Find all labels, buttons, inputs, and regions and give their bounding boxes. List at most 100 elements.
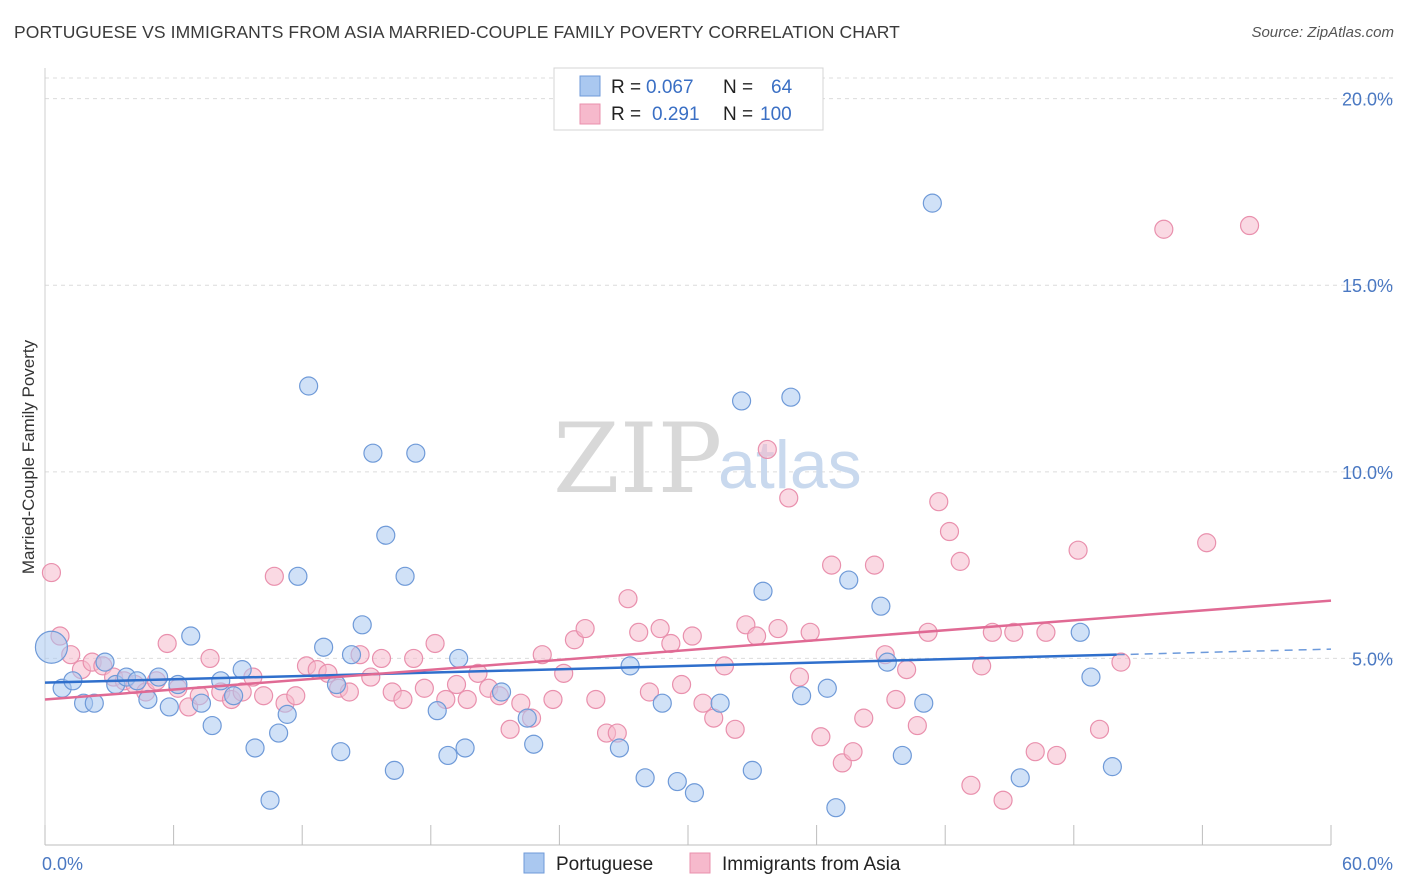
asia-point-99	[1111, 652, 1131, 672]
asia-point-92	[1047, 745, 1067, 766]
portuguese-point-20	[260, 790, 280, 810]
portuguese-point-5	[95, 652, 115, 672]
portuguese-point-54	[817, 678, 837, 698]
asia-point-39	[457, 689, 477, 710]
portuguese-point-31	[376, 525, 396, 545]
portuguese-point-38	[455, 738, 475, 758]
portuguese-point-60	[914, 693, 934, 713]
asia-point-73	[822, 555, 842, 575]
asia-point-48	[554, 663, 574, 683]
asia-point-85	[950, 551, 970, 571]
asia-point-98	[1036, 622, 1056, 642]
portuguese-point-18	[232, 660, 252, 680]
asia-point-40	[468, 663, 488, 683]
portuguese-point-0	[34, 630, 69, 664]
bottom-legend-swatch-portuguese	[523, 852, 545, 874]
portuguese-point-47	[684, 783, 705, 803]
portuguese-point-55	[826, 798, 846, 818]
asia-point-69	[779, 488, 799, 508]
bottom-legend-label-asia: Immigrants from Asia	[722, 854, 901, 875]
asia-point-66	[746, 626, 767, 646]
legend-box: R = 0.067 N = 64 R = 0.291 N = 100	[553, 67, 824, 131]
legend-n-label-2: N =	[723, 104, 753, 125]
portuguese-point-25	[314, 637, 334, 657]
asia-point-38	[446, 674, 467, 695]
asia-point-0	[41, 562, 62, 583]
legend-r-label-1: R =	[611, 77, 641, 98]
asia-point-72	[811, 727, 831, 747]
portuguese-point-46	[667, 771, 687, 792]
asia-point-90	[1004, 622, 1024, 642]
asia-point-80	[897, 660, 917, 680]
portuguese-point-43	[620, 656, 640, 676]
asia-point-97	[1239, 215, 1260, 236]
legend-swatch-portuguese	[579, 75, 601, 97]
asia-point-84	[939, 521, 960, 542]
portuguese-point-42	[609, 738, 630, 758]
legend-n-value-2: 100	[760, 104, 792, 125]
portuguese-point-53	[791, 686, 812, 706]
portuguese-point-62	[1010, 768, 1030, 788]
y-tick-label-0: 5.0%	[1352, 649, 1393, 669]
legend-r-value-2: 0.291	[652, 104, 700, 125]
bottom-legend: Portuguese Immigrants from Asia	[523, 852, 901, 875]
asia-point-70	[789, 667, 810, 687]
watermark: ZIP atlas	[553, 403, 862, 515]
portuguese-point-28	[341, 645, 362, 665]
legend-swatch-asia	[579, 103, 601, 125]
asia-point-61	[693, 693, 713, 713]
portuguese-point-59	[892, 745, 912, 766]
watermark-zip: ZIP	[553, 403, 722, 515]
trend-line-asia	[44, 599, 1332, 701]
portuguese-point-32	[384, 760, 404, 780]
asia-point-89	[993, 790, 1013, 810]
asia-point-21	[264, 566, 284, 586]
portuguese-point-35	[427, 701, 447, 721]
asia-point-31	[371, 648, 392, 669]
asia-point-94	[1089, 719, 1110, 739]
legend-r-label-2: R =	[611, 104, 641, 125]
portuguese-point-17	[224, 686, 244, 706]
y-tick-labels: 5.0% 10.0% 15.0% 20.0%	[1342, 90, 1393, 670]
portuguese-point-48	[710, 693, 730, 713]
legend-n-value-1: 64	[771, 77, 793, 98]
asia-point-20	[254, 686, 274, 706]
gridlines	[45, 77, 1393, 659]
asia-point-23	[286, 686, 306, 706]
portuguese-point-10	[148, 667, 169, 687]
asia-point-59	[671, 674, 692, 695]
portuguese-point-58	[877, 652, 897, 672]
asia-point-79	[886, 689, 906, 710]
portuguese-point-29	[352, 615, 372, 635]
portuguese-point-64	[1081, 667, 1101, 687]
asia-point-55	[629, 622, 649, 642]
asia-point-91	[1025, 742, 1045, 762]
portuguese-point-57	[871, 596, 891, 616]
portuguese-point-19	[245, 738, 265, 758]
portuguese-point-39	[491, 682, 512, 702]
portuguese-point-61	[922, 193, 942, 213]
asia-point-33	[393, 689, 413, 710]
portuguese-point-44	[635, 768, 655, 788]
portuguese-point-15	[202, 715, 222, 736]
portuguese-point-34	[406, 443, 426, 463]
portuguese-point-41	[524, 734, 544, 754]
asia-point-93	[1068, 540, 1088, 560]
portuguese-point-11	[159, 697, 179, 717]
portuguese-point-13	[181, 626, 201, 646]
asia-point-46	[532, 645, 552, 665]
portuguese-point-56	[839, 570, 859, 590]
asia-point-54	[618, 589, 638, 609]
asia-point-35	[414, 678, 434, 698]
asia-point-57	[650, 618, 670, 639]
asia-point-68	[768, 618, 788, 639]
bottom-legend-swatch-asia	[689, 852, 711, 874]
asia-point-36	[425, 633, 445, 654]
portuguese-point-40	[517, 708, 537, 728]
portuguese-point-65	[1102, 757, 1122, 777]
y-axis-label: Married-Couple Family Poverty	[19, 339, 38, 574]
trend-line-portuguese-extrapolated	[1116, 648, 1332, 656]
asia-point-47	[543, 689, 563, 710]
portuguese-point-50	[742, 760, 762, 780]
portuguese-point-30	[363, 443, 383, 463]
